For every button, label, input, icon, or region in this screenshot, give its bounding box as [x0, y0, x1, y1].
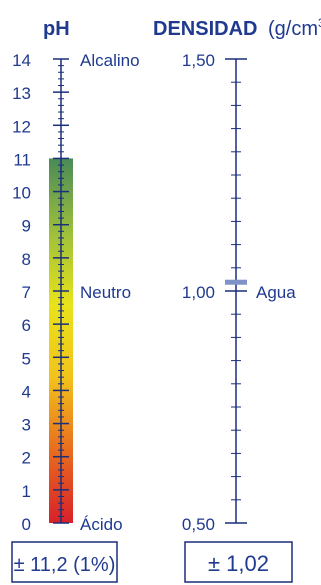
density-marker [225, 279, 247, 285]
ph-tick-label: 14 [12, 51, 31, 70]
density-tick-label: 1,00 [182, 283, 215, 302]
density-title-bold: DENSIDAD [153, 18, 257, 40]
ph-tick-label: 6 [22, 316, 31, 335]
ph-mark-label: Ácido [80, 515, 123, 534]
ph-tick-label: 8 [22, 250, 31, 269]
ph-tick-label: 11 [13, 150, 31, 169]
ph-value-box [11, 541, 118, 583]
ph-mark-label: Alcalino [80, 51, 140, 70]
ph-tick-label: 4 [22, 382, 31, 401]
density-mark-label: Agua [256, 283, 296, 302]
density-title: DENSIDAD (g/cm3) [153, 16, 321, 40]
ph-mark-label: Neutro [80, 283, 131, 302]
density-scale: 1,50 1,00 0,50 Agua [182, 51, 296, 534]
density-tick-label: 1,50 [182, 51, 215, 70]
ph-tick-label: 12 [12, 117, 31, 136]
ph-tick-label: 0 [22, 515, 31, 534]
ph-tick-label: 1 [22, 482, 31, 501]
ph-tick-label: 9 [22, 217, 31, 236]
ph-value-text: ± 11,2 (1%) [14, 554, 116, 576]
ph-tick-label: 5 [22, 349, 31, 368]
ph-tick-label: 7 [22, 283, 31, 302]
ph-tick-label: 3 [22, 416, 31, 435]
density-title-sup: 3 [318, 16, 321, 30]
density-title-unit: (g/cm [268, 18, 318, 40]
density-value-box [184, 541, 293, 583]
ph-tick-label: 2 [22, 449, 31, 468]
density-tick-label: 0,50 [182, 515, 215, 534]
density-value-text: ± 1,02 [208, 551, 269, 576]
ph-title: pH [43, 18, 70, 40]
ph-tick-label: 13 [12, 84, 31, 103]
ph-tick-label: 10 [12, 184, 31, 203]
